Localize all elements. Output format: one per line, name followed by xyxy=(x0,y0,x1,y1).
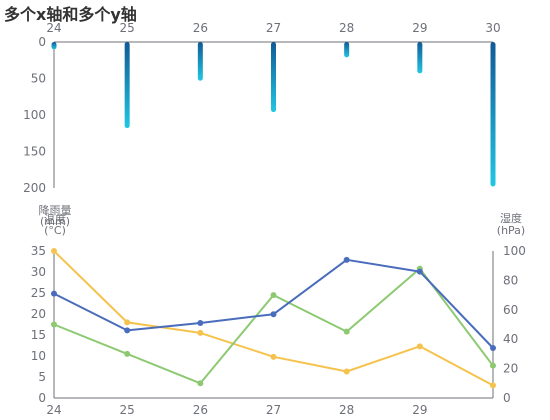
top-bar xyxy=(51,42,57,50)
top-x-tick-label: 25 xyxy=(120,21,135,35)
top-bar xyxy=(197,42,203,81)
humidity-line-point xyxy=(124,327,131,334)
bottom-left-tick-label: 30 xyxy=(31,265,46,279)
bottom-line-chart: 24 25 26 27 28 29 0 5 10 15 20 25 30 35 0 20 40 60 80 100 xyxy=(31,244,526,417)
top-y-tick-labels: 0 50 100 150 200 xyxy=(23,35,46,195)
top-y-tick-label: 150 xyxy=(23,145,46,159)
top-x-tick-label: 28 xyxy=(339,21,354,35)
bottom-x-tick-labels: 24 25 26 27 28 29 xyxy=(46,403,427,417)
humidity-line-point xyxy=(270,311,277,318)
bottom-left-tick-labels: 0 5 10 15 20 25 30 35 xyxy=(31,244,46,405)
bottom-series-lines xyxy=(51,248,496,389)
top-bar xyxy=(417,42,423,74)
bottom-left-tick-label: 35 xyxy=(31,244,46,258)
top-x-tick-label: 29 xyxy=(412,21,427,35)
top-bar-chart: 24 25 26 27 28 29 30 0 50 100 150 200 xyxy=(23,21,501,195)
top-x-tick-label: 24 xyxy=(46,21,61,35)
bottom-x-tick-label: 26 xyxy=(193,403,208,417)
bottom-left-tick-label: 10 xyxy=(31,349,46,363)
temperature-line-point xyxy=(343,328,350,335)
rainfall-line-point xyxy=(197,329,204,336)
top-y-tick-label: 50 xyxy=(31,72,46,86)
rainfall-line-point xyxy=(416,343,423,350)
top-x-tick-label: 30 xyxy=(485,21,500,35)
top-bar xyxy=(344,42,350,58)
top-bar xyxy=(124,42,130,129)
humidity-line-path xyxy=(53,258,494,349)
bottom-x-tick-label: 29 xyxy=(412,403,427,417)
top-x-tick-label: 27 xyxy=(266,21,281,35)
humidity-line xyxy=(51,256,496,352)
bottom-right-tick-label: 20 xyxy=(503,362,518,376)
top-x-tick-label: 26 xyxy=(193,21,208,35)
rainfall-line xyxy=(51,248,496,389)
temperature-line-point xyxy=(270,292,277,299)
top-bar xyxy=(490,42,496,187)
top-y-tick-label: 100 xyxy=(23,108,46,122)
bottom-x-tick-label: 24 xyxy=(46,403,61,417)
right-axis-name-humidity: 湿度 xyxy=(500,211,522,225)
bottom-left-tick-label: 0 xyxy=(38,391,46,405)
bottom-x-tick-label: 28 xyxy=(339,403,354,417)
top-x-tick-labels: 24 25 26 27 28 29 30 xyxy=(46,21,500,35)
rainfall-line-point xyxy=(51,248,57,254)
temperature-line-point xyxy=(51,321,57,328)
humidity-line-point xyxy=(490,345,496,352)
top-y-tick-label: 0 xyxy=(38,35,46,49)
bottom-left-tick-label: 15 xyxy=(31,328,46,342)
temperature-line-point xyxy=(490,362,496,369)
bottom-left-tick-label: 20 xyxy=(31,307,46,321)
bottom-right-tick-label: 100 xyxy=(503,244,526,258)
humidity-line-point xyxy=(343,256,350,263)
left-axis-name-rain: 降雨量 xyxy=(39,203,72,217)
temperature-line-point xyxy=(197,380,204,387)
rainfall-line-point xyxy=(490,382,496,389)
bottom-right-tick-label: 0 xyxy=(503,391,511,405)
top-bar xyxy=(271,42,276,113)
humidity-line-point xyxy=(51,290,57,297)
humidity-line-point xyxy=(197,320,204,327)
humidity-line-point xyxy=(416,268,423,275)
left-axis-names: 降雨量 温度 (mm) (°C) xyxy=(39,203,72,237)
bottom-x-tick-label: 25 xyxy=(120,403,135,417)
chart-title: 多个x轴和多个y轴 xyxy=(4,5,137,24)
rainfall-line-path xyxy=(53,250,494,387)
bottom-left-tick-label: 5 xyxy=(38,370,46,384)
left-axis-unit-rain: (mm) xyxy=(40,215,70,228)
left-axis-unit-temp: (°C) xyxy=(44,224,66,237)
left-axis-name-temp: 温度 xyxy=(44,212,66,226)
bottom-x-tick-label: 27 xyxy=(266,403,281,417)
bottom-left-tick-label: 25 xyxy=(31,286,46,300)
bottom-right-tick-label: 40 xyxy=(503,332,518,346)
rainfall-line-point xyxy=(270,353,277,360)
bottom-right-tick-label: 80 xyxy=(503,273,518,287)
top-y-tick-label: 200 xyxy=(23,181,46,195)
bottom-right-tick-label: 60 xyxy=(503,303,518,317)
temperature-line-point xyxy=(124,350,131,357)
rainfall-line-point xyxy=(343,368,350,375)
right-axis-names: 湿度 (hPa) xyxy=(497,211,525,237)
bottom-right-tick-labels: 0 20 40 60 80 100 xyxy=(503,244,526,405)
top-bars xyxy=(51,42,496,187)
rainfall-line-point xyxy=(124,319,131,326)
right-axis-unit-humidity: (hPa) xyxy=(497,224,525,237)
